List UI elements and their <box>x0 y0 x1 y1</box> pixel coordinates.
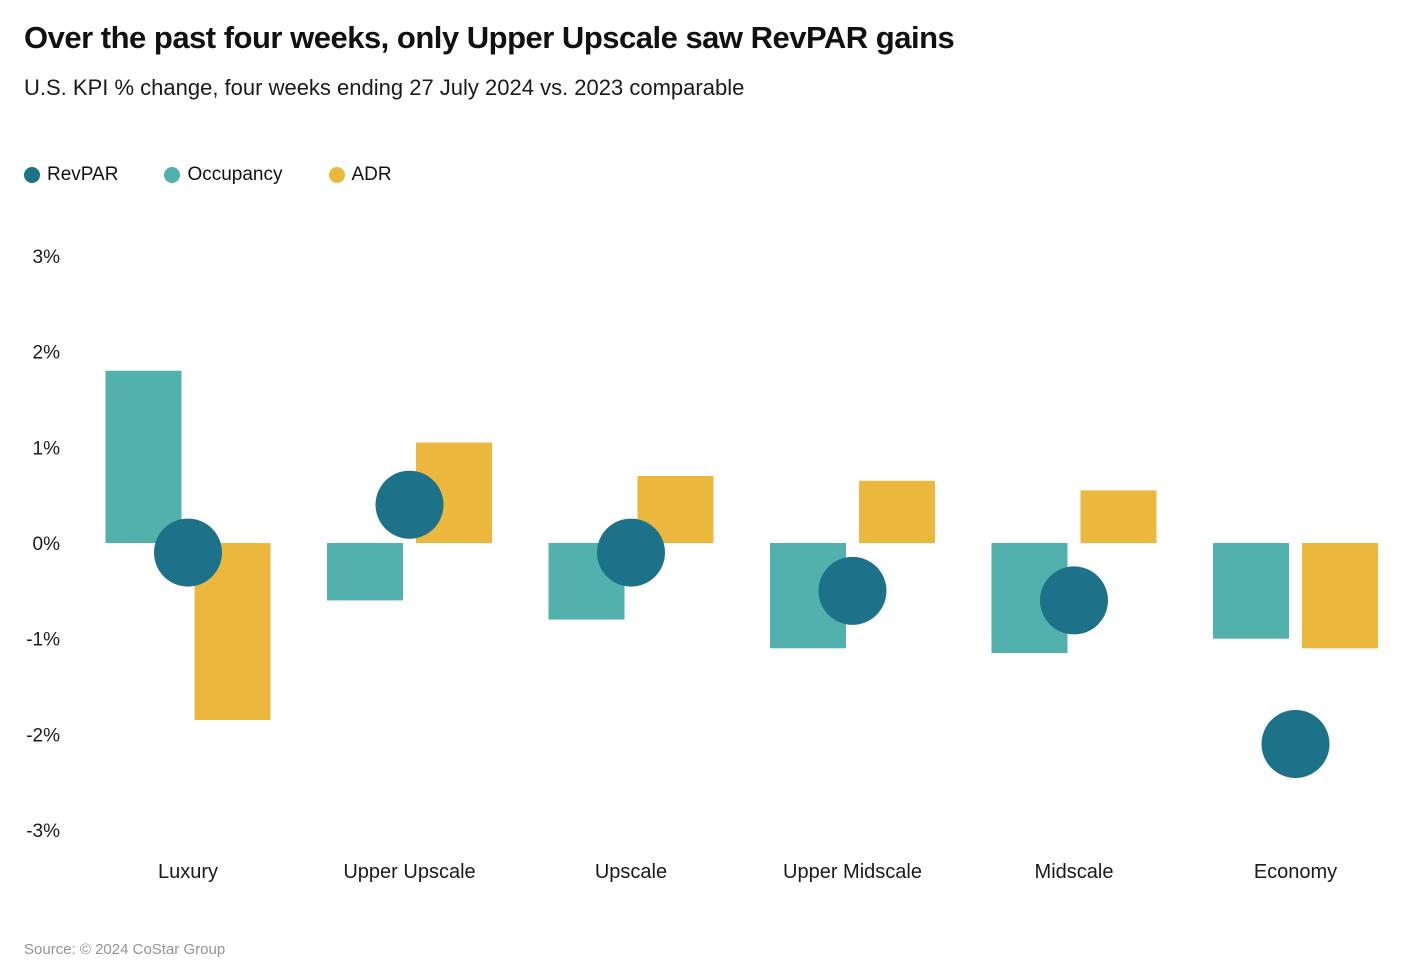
legend-item-occupancy: Occupancy <box>164 164 283 186</box>
revpar-point-economy <box>1261 709 1330 778</box>
legend-item-adr: ADR <box>328 164 392 186</box>
adr-bar-midscale <box>1080 490 1157 543</box>
category-label-economy: Economy <box>1254 861 1337 883</box>
category-label-upscale: Upscale <box>595 861 667 883</box>
revpar-swatch-icon <box>24 167 40 183</box>
y-tick-label: -3% <box>26 821 60 842</box>
y-tick-label: 0% <box>33 534 61 555</box>
adr-bar-upper-midscale <box>859 480 935 543</box>
category-label-midscale: Midscale <box>1035 861 1114 883</box>
y-tick-label: 2% <box>33 343 61 364</box>
revpar-point-upper-upscale <box>375 470 444 539</box>
occupancy-bar-economy <box>1213 543 1289 639</box>
adr-bar-economy <box>1302 543 1378 649</box>
legend-item-revpar: RevPAR <box>24 164 118 186</box>
page-subtitle: U.S. KPI % change, four weeks ending 27 … <box>24 75 745 100</box>
category-label-luxury: Luxury <box>158 861 218 883</box>
occupancy-swatch-icon <box>164 167 181 183</box>
revpar-point-upper-midscale <box>818 556 887 625</box>
y-tick-label: -1% <box>26 630 60 651</box>
adr-swatch-icon <box>328 167 345 183</box>
y-tick-label: -2% <box>26 725 60 746</box>
legend-label: RevPAR <box>47 164 119 185</box>
legend-label: ADR <box>351 164 392 185</box>
page-title: Over the past four weeks, only Upper Ups… <box>24 20 955 55</box>
chart-legend: RevPAR Occupancy ADR <box>24 164 392 186</box>
revpar-point-midscale <box>1040 566 1108 635</box>
revpar-point-luxury <box>154 518 222 587</box>
y-tick-label: 3% <box>33 247 61 268</box>
y-tick-label: 1% <box>33 438 61 459</box>
legend-label: Occupancy <box>187 164 283 185</box>
occupancy-bar-upper-upscale <box>327 543 403 601</box>
category-label-upper-midscale: Upper Midscale <box>783 861 922 883</box>
occupancy-bar-luxury <box>105 370 182 543</box>
revpar-point-upscale <box>597 518 665 587</box>
category-label-upper-upscale: Upper Upscale <box>343 861 475 883</box>
source-credit: Source: © 2024 CoStar Group <box>24 941 226 958</box>
